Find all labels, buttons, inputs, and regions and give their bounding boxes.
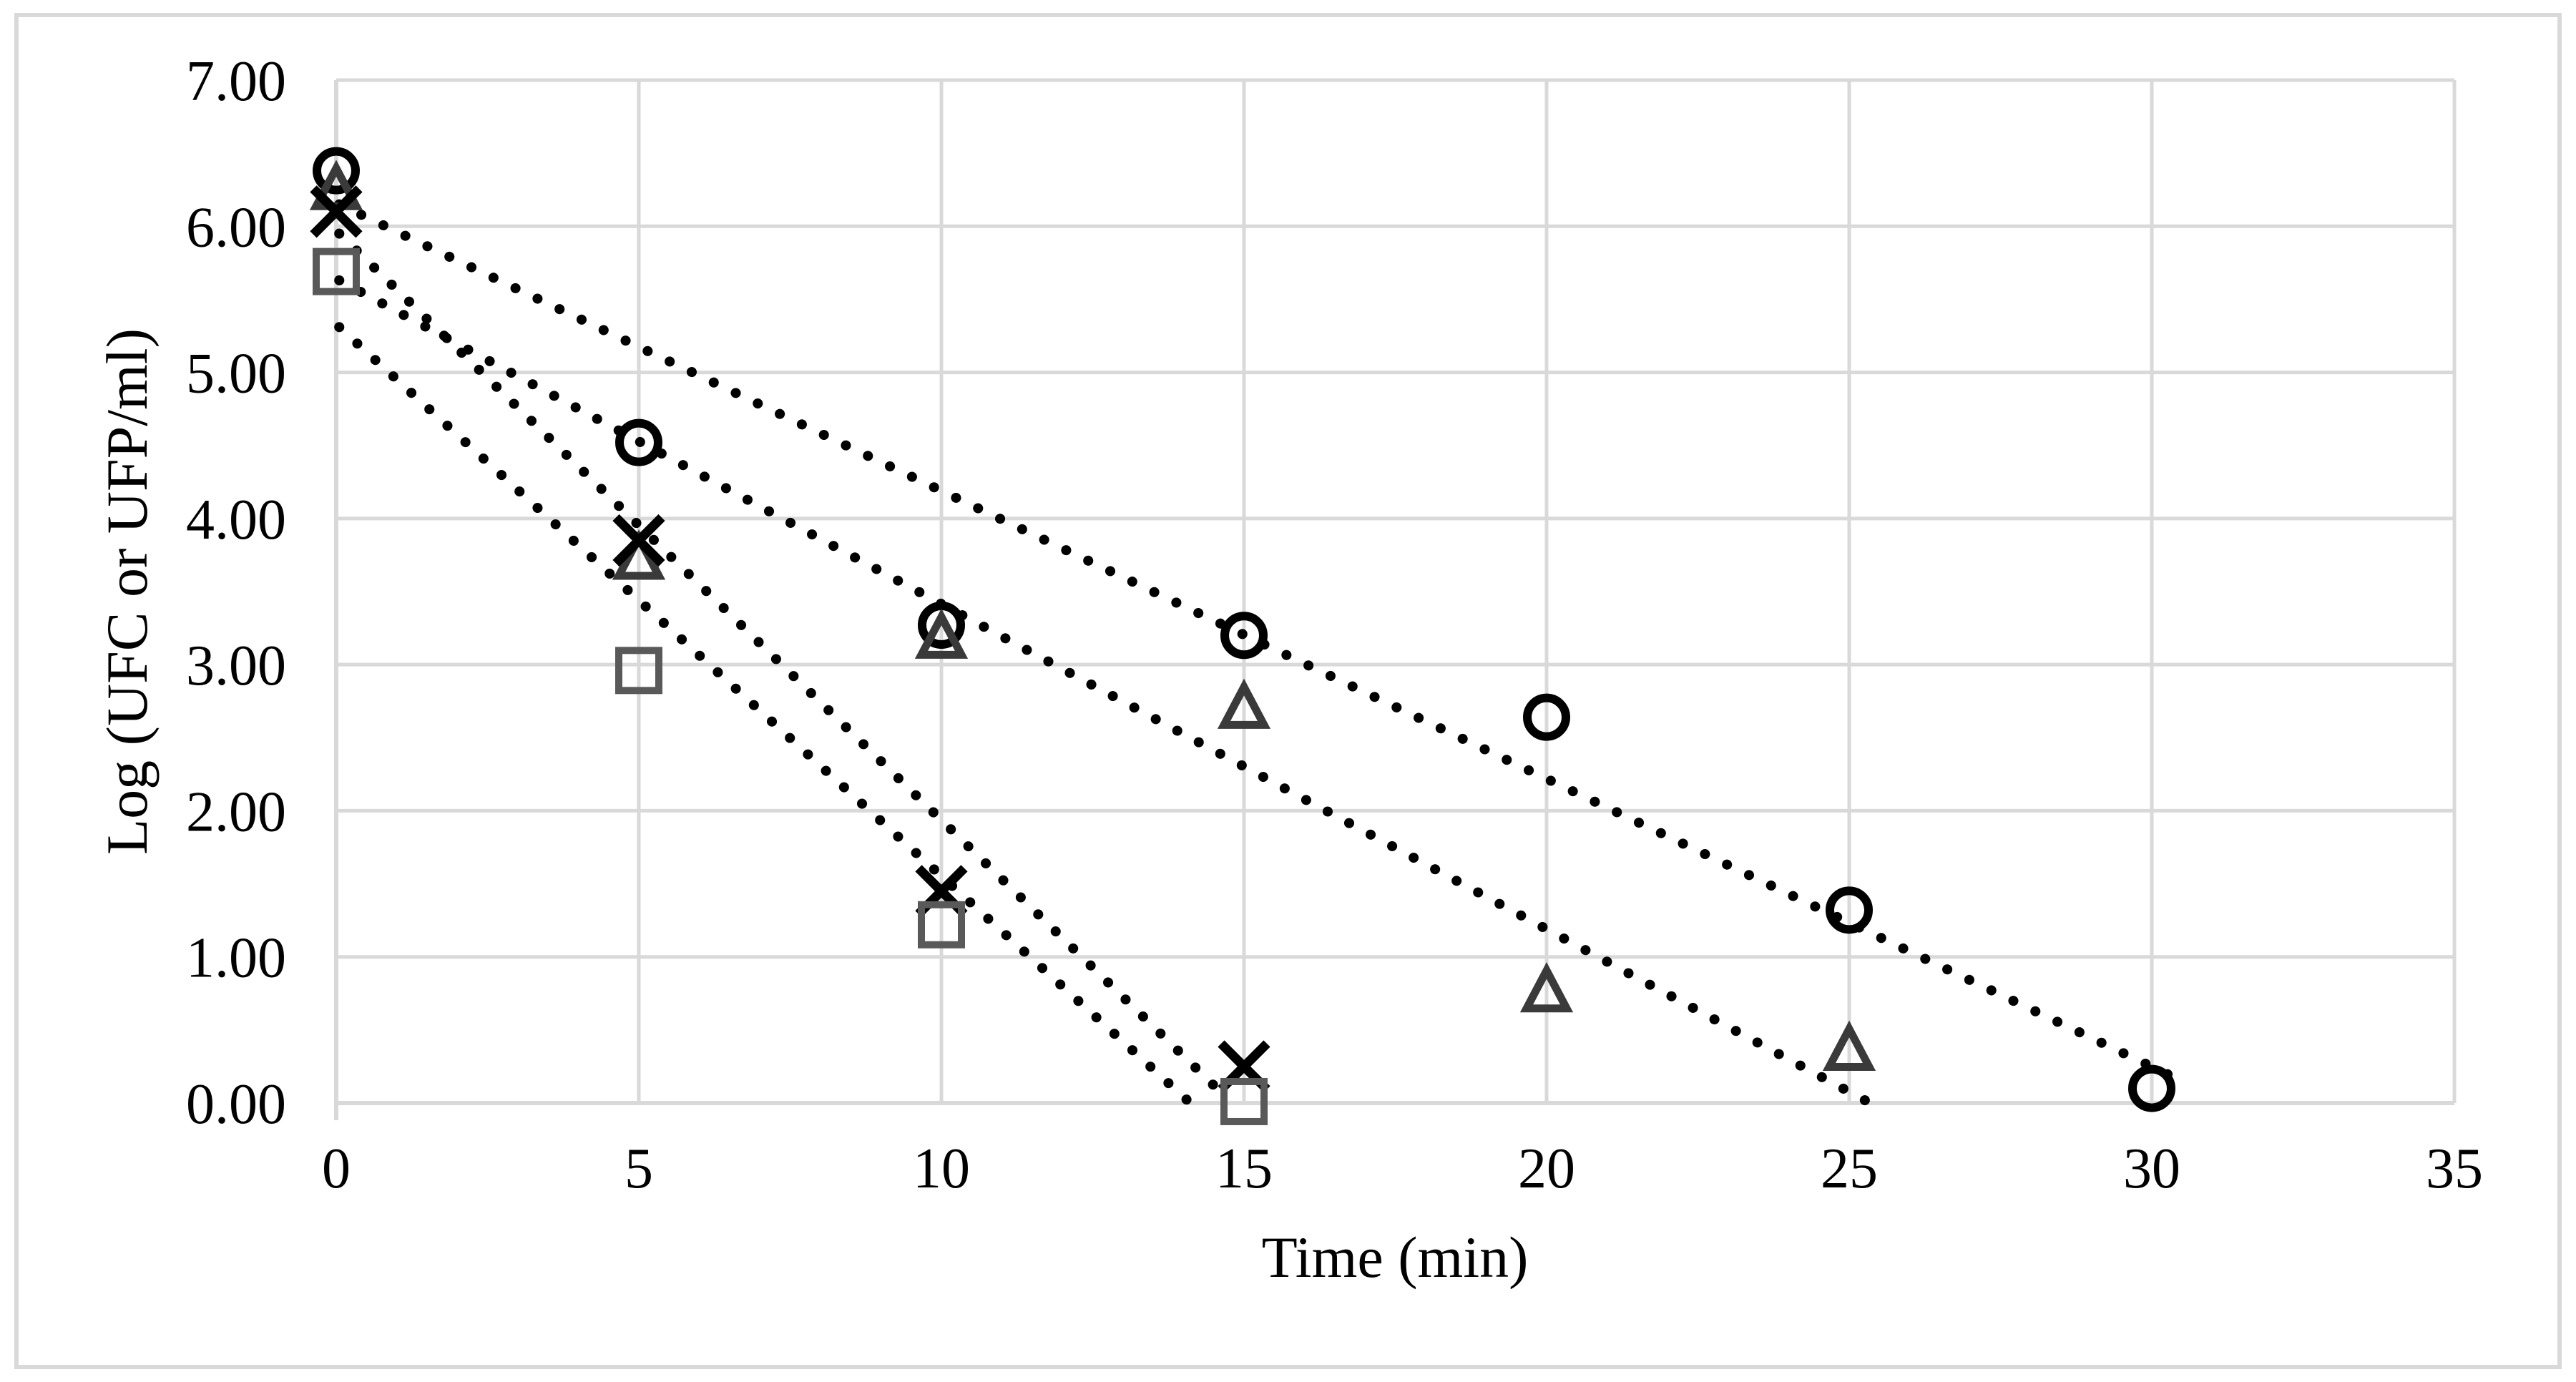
- circle-marker: [2128, 1064, 2175, 1112]
- data-markers: [309, 147, 2175, 1125]
- triangle-marker: [1519, 961, 1574, 1013]
- y-tick-label: 5.00: [186, 343, 286, 406]
- triangle-marker: [914, 608, 969, 659]
- square-series: [313, 248, 1268, 1125]
- y-tick-label: 3.00: [186, 634, 286, 697]
- y-tick-label: 2.00: [186, 780, 286, 843]
- circle-series-trendline: [334, 199, 2185, 1085]
- y-axis-title: Log (UFC or UFP/ml): [94, 328, 160, 855]
- x-tick-label: 30: [2123, 1137, 2180, 1200]
- x-tick-label: 35: [2426, 1137, 2483, 1200]
- trendlines: [334, 199, 2185, 1107]
- x-tick-label: 5: [625, 1137, 653, 1200]
- x-marker: [612, 514, 665, 567]
- x-axis-title: Time (min): [1262, 1225, 1529, 1290]
- square-marker: [615, 647, 662, 695]
- triangle-marker: [1217, 678, 1271, 729]
- circle-marker: [615, 418, 662, 466]
- circle-series: [313, 147, 2175, 1112]
- x-tick-label: 25: [1821, 1137, 1878, 1200]
- x-marker: [310, 185, 363, 238]
- x-tick-label: 10: [913, 1137, 970, 1200]
- square-marker: [918, 901, 965, 949]
- y-tick-label: 7.00: [186, 50, 286, 113]
- circle-marker: [1523, 693, 1570, 741]
- x-tick-label: 0: [322, 1137, 351, 1200]
- square-series-trendline: [334, 322, 1195, 1107]
- y-tick-label: 4.00: [186, 489, 286, 552]
- circle-marker: [1220, 612, 1268, 660]
- triangle-series-trendline: [334, 275, 1873, 1107]
- y-tick-label: 6.00: [186, 196, 286, 259]
- circle-marker: [313, 147, 360, 195]
- triangle-marker: [1822, 1020, 1876, 1071]
- tick-labels: 0.00 1.00 2.00 3.00 4.00 5.00 6.00 7.00 0 5 10 15 20…: [186, 50, 2483, 1200]
- circle-marker: [918, 601, 965, 649]
- square-marker: [1220, 1077, 1268, 1125]
- y-tick-label: 0.00: [186, 1073, 286, 1136]
- figure-border: [14, 13, 2562, 1369]
- x-tick-label: 20: [1518, 1137, 1575, 1200]
- square-marker: [313, 248, 360, 295]
- x-tick-label: 15: [1215, 1137, 1273, 1200]
- circle-marker: [1826, 886, 1873, 934]
- y-tick-label: 1.00: [186, 927, 286, 990]
